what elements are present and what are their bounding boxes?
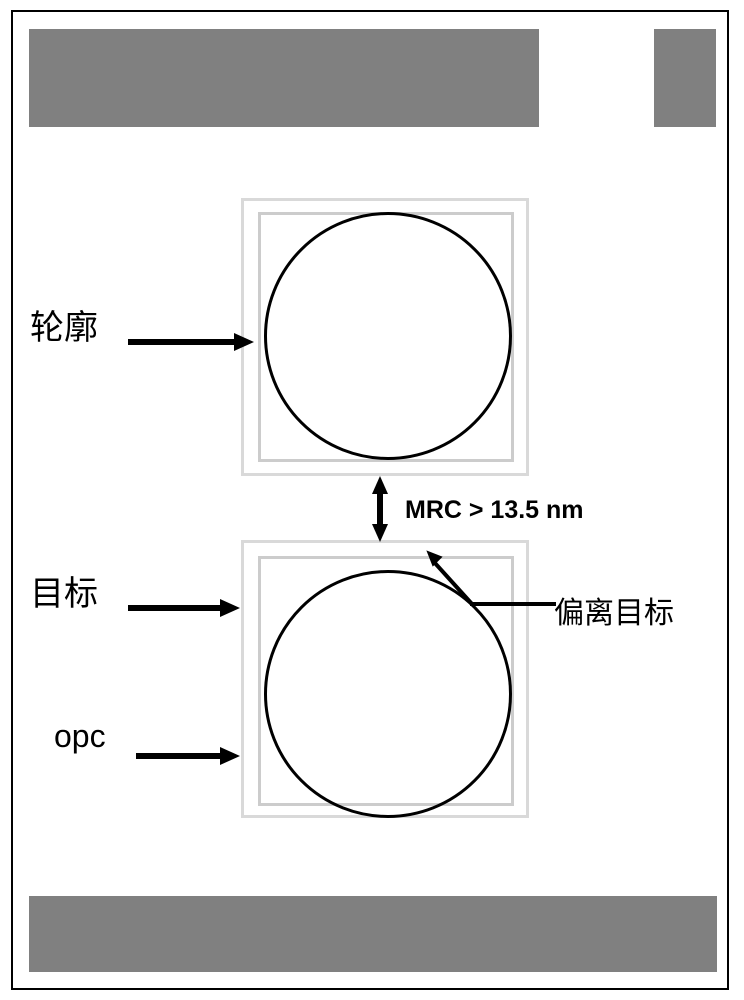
opc-arrow-shaft	[136, 753, 224, 759]
target-arrow-head-icon	[220, 599, 240, 617]
off-target-arrow-shaft1	[470, 602, 556, 606]
off-target-label: 偏离目标	[554, 588, 674, 632]
opc-arrow-head-icon	[220, 747, 240, 765]
mrc-arrow-shaft	[377, 490, 383, 528]
bar-top-right	[654, 29, 716, 127]
opc-label: opc	[54, 718, 106, 755]
diagram-frame	[11, 10, 729, 990]
mrc-label: MRC > 13.5 nm	[405, 496, 584, 525]
contour-label: 轮廓	[30, 300, 98, 349]
top-circle	[264, 212, 512, 460]
mrc-arrow-down-icon	[372, 524, 388, 542]
target-label: 目标	[30, 566, 98, 615]
target-arrow-shaft	[128, 605, 224, 611]
bar-top-left	[29, 29, 539, 127]
contour-arrow-shaft	[128, 339, 238, 345]
contour-arrow-head-icon	[234, 333, 254, 351]
bar-bottom	[29, 896, 717, 972]
